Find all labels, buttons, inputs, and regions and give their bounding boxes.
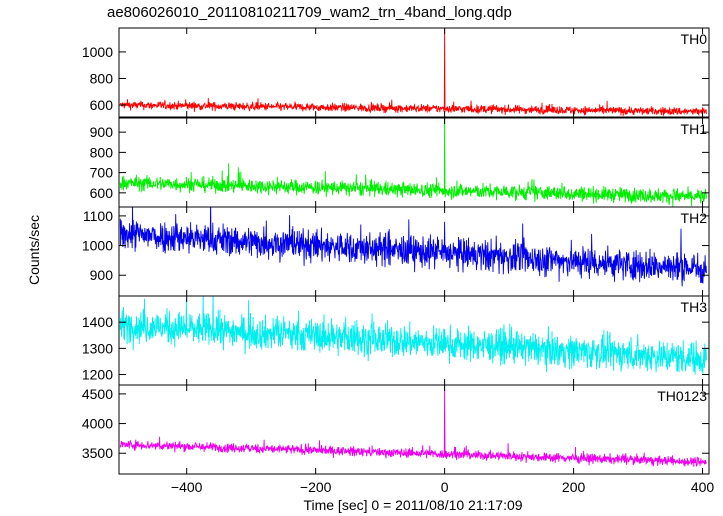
y-tick-label: 700 bbox=[90, 165, 114, 181]
panel-label: TH1 bbox=[681, 121, 708, 137]
panel-frame-th0123 bbox=[118, 384, 710, 475]
y-tick-label: 1100 bbox=[83, 208, 113, 224]
series-line-th0 bbox=[119, 28, 707, 117]
y-tick-label: 900 bbox=[90, 267, 114, 283]
y-tick-label: 1000 bbox=[82, 238, 113, 254]
y-tick-label: 3500 bbox=[82, 445, 113, 461]
chart-title: ae806026010_20110810211709_wam2_trn_4ban… bbox=[107, 4, 512, 21]
panel-frame-th0 bbox=[118, 27, 710, 118]
panel-label: TH0123 bbox=[657, 388, 707, 404]
y-tick-label: 1200 bbox=[82, 367, 113, 383]
panel-label: TH0 bbox=[681, 31, 708, 47]
series-line-th0123 bbox=[119, 385, 707, 467]
y-tick-label: 1300 bbox=[82, 340, 113, 356]
y-tick-label: 1000 bbox=[82, 44, 113, 60]
y-tick-label: 800 bbox=[90, 144, 114, 160]
y-tick-label: 800 bbox=[90, 70, 114, 86]
y-tick-label: 1400 bbox=[82, 314, 113, 330]
series-line-th3 bbox=[119, 296, 707, 375]
y-tick-label: 600 bbox=[90, 185, 114, 201]
panel-label: TH3 bbox=[681, 299, 708, 315]
x-tick-label: −200 bbox=[300, 479, 332, 495]
x-tick-label: 400 bbox=[691, 479, 715, 495]
series-line-th2 bbox=[119, 207, 707, 287]
panel-label: TH2 bbox=[681, 210, 708, 226]
y-tick-label: 4500 bbox=[82, 386, 113, 402]
x-tick-label: 0 bbox=[441, 479, 449, 495]
y-tick-label: 600 bbox=[90, 97, 114, 113]
y-tick-label: 4000 bbox=[82, 416, 113, 432]
x-axis-label: Time [sec] 0 = 2011/08/10 21:17:09 bbox=[303, 497, 523, 513]
series-line-th1 bbox=[119, 118, 707, 207]
x-tick-label: 200 bbox=[562, 479, 586, 495]
x-tick-label: −400 bbox=[171, 479, 203, 495]
y-tick-label: 900 bbox=[90, 124, 114, 140]
